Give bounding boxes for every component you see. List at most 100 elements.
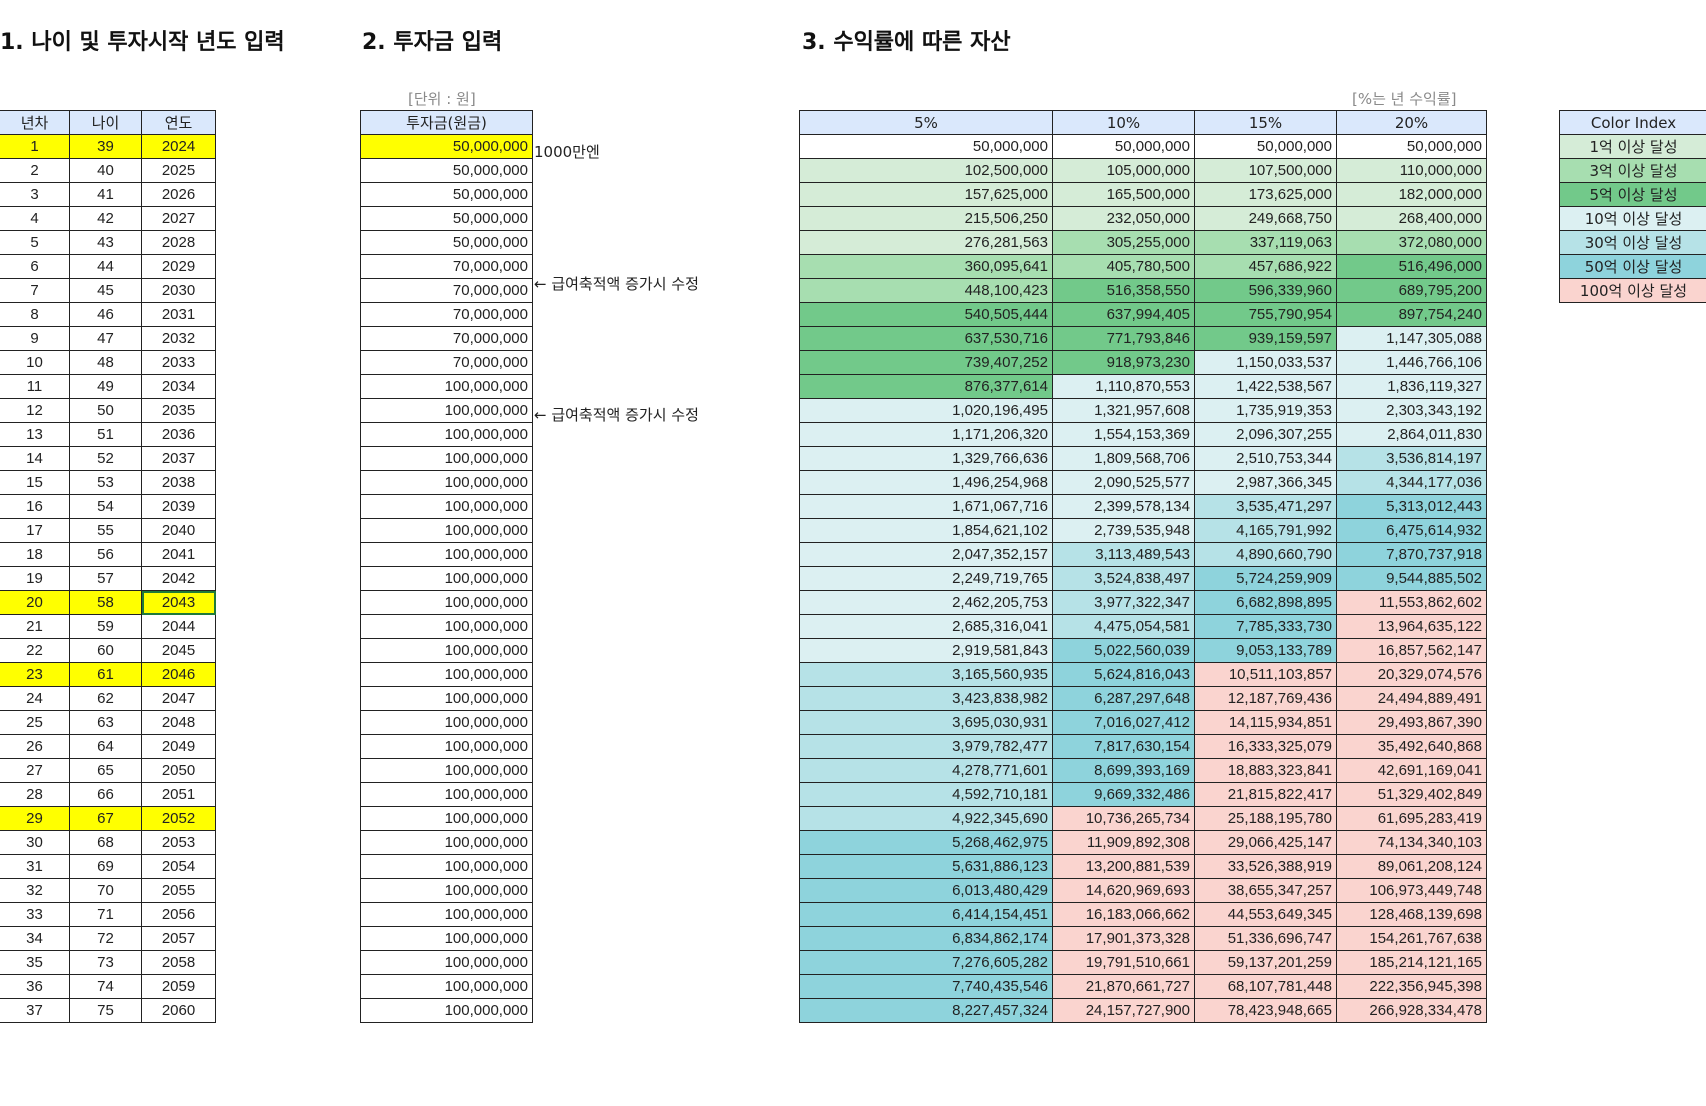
calendar-year-cell[interactable]: 2035	[141, 398, 216, 423]
calendar-year-cell[interactable]: 2041	[141, 542, 216, 567]
age-cell[interactable]: 60	[69, 638, 142, 663]
asset-cell-rate-5[interactable]: 1,171,206,320	[799, 422, 1053, 447]
calendar-year-cell[interactable]: 2057	[141, 926, 216, 951]
asset-cell-rate-20[interactable]: 5,313,012,443	[1336, 494, 1487, 519]
asset-cell-rate-15[interactable]: 1,150,033,537	[1194, 350, 1337, 375]
year-index-cell[interactable]: 22	[0, 638, 70, 663]
year-index-cell[interactable]: 26	[0, 734, 70, 759]
principal-cell[interactable]: 100,000,000	[360, 974, 533, 999]
asset-cell-rate-5[interactable]: 2,249,719,765	[799, 566, 1053, 591]
year-index-cell[interactable]: 36	[0, 974, 70, 999]
calendar-year-cell[interactable]: 2054	[141, 854, 216, 879]
calendar-year-cell[interactable]: 2053	[141, 830, 216, 855]
asset-cell-rate-20[interactable]: 74,134,340,103	[1336, 830, 1487, 855]
principal-cell[interactable]: 100,000,000	[360, 878, 533, 903]
calendar-year-cell[interactable]: 2055	[141, 878, 216, 903]
year-index-cell[interactable]: 35	[0, 950, 70, 975]
asset-cell-rate-5[interactable]: 2,047,352,157	[799, 542, 1053, 567]
calendar-year-cell[interactable]: 2047	[141, 686, 216, 711]
age-cell[interactable]: 51	[69, 422, 142, 447]
age-cell[interactable]: 40	[69, 158, 142, 183]
asset-cell-rate-20[interactable]: 372,080,000	[1336, 230, 1487, 255]
principal-cell[interactable]: 100,000,000	[360, 806, 533, 831]
year-index-cell[interactable]: 15	[0, 470, 70, 495]
year-index-cell[interactable]: 21	[0, 614, 70, 639]
header-rate-5[interactable]: 5%	[799, 110, 1053, 135]
asset-cell-rate-20[interactable]: 182,000,000	[1336, 182, 1487, 207]
principal-cell[interactable]: 100,000,000	[360, 374, 533, 399]
asset-cell-rate-5[interactable]: 6,414,154,451	[799, 902, 1053, 927]
principal-cell[interactable]: 100,000,000	[360, 830, 533, 855]
asset-cell-rate-10[interactable]: 3,524,838,497	[1052, 566, 1195, 591]
asset-cell-rate-20[interactable]: 268,400,000	[1336, 206, 1487, 231]
asset-cell-rate-20[interactable]: 1,446,766,106	[1336, 350, 1487, 375]
age-cell[interactable]: 67	[69, 806, 142, 831]
asset-cell-rate-20[interactable]: 61,695,283,419	[1336, 806, 1487, 831]
year-index-cell[interactable]: 27	[0, 758, 70, 783]
asset-cell-rate-10[interactable]: 14,620,969,693	[1052, 878, 1195, 903]
asset-cell-rate-20[interactable]: 6,475,614,932	[1336, 518, 1487, 543]
asset-cell-rate-20[interactable]: 266,928,334,478	[1336, 998, 1487, 1023]
year-index-cell[interactable]: 34	[0, 926, 70, 951]
year-index-cell[interactable]: 16	[0, 494, 70, 519]
asset-cell-rate-20[interactable]: 2,303,343,192	[1336, 398, 1487, 423]
age-cell[interactable]: 61	[69, 662, 142, 687]
age-cell[interactable]: 56	[69, 542, 142, 567]
age-cell[interactable]: 42	[69, 206, 142, 231]
principal-cell[interactable]: 100,000,000	[360, 590, 533, 615]
asset-cell-rate-10[interactable]: 6,287,297,648	[1052, 686, 1195, 711]
header-rate-20[interactable]: 20%	[1336, 110, 1487, 135]
principal-cell[interactable]: 100,000,000	[360, 926, 533, 951]
asset-cell-rate-20[interactable]: 154,261,767,638	[1336, 926, 1487, 951]
age-cell[interactable]: 71	[69, 902, 142, 927]
year-index-cell[interactable]: 29	[0, 806, 70, 831]
asset-cell-rate-15[interactable]: 38,655,347,257	[1194, 878, 1337, 903]
year-index-cell[interactable]: 1	[0, 134, 70, 159]
age-cell[interactable]: 73	[69, 950, 142, 975]
age-cell[interactable]: 65	[69, 758, 142, 783]
age-cell[interactable]: 48	[69, 350, 142, 375]
asset-cell-rate-10[interactable]: 8,699,393,169	[1052, 758, 1195, 783]
age-cell[interactable]: 39	[69, 134, 142, 159]
asset-cell-rate-15[interactable]: 6,682,898,895	[1194, 590, 1337, 615]
asset-cell-rate-5[interactable]: 448,100,423	[799, 278, 1053, 303]
calendar-year-cell[interactable]: 2037	[141, 446, 216, 471]
calendar-year-cell[interactable]: 2033	[141, 350, 216, 375]
asset-cell-rate-20[interactable]: 128,468,139,698	[1336, 902, 1487, 927]
age-cell[interactable]: 44	[69, 254, 142, 279]
year-index-cell[interactable]: 30	[0, 830, 70, 855]
asset-cell-rate-5[interactable]: 276,281,563	[799, 230, 1053, 255]
asset-cell-rate-20[interactable]: 4,344,177,036	[1336, 470, 1487, 495]
legend-item[interactable]: 10억 이상 달성	[1559, 206, 1706, 231]
principal-cell[interactable]: 50,000,000	[360, 230, 533, 255]
calendar-year-cell[interactable]: 2025	[141, 158, 216, 183]
asset-cell-rate-10[interactable]: 3,977,322,347	[1052, 590, 1195, 615]
asset-cell-rate-20[interactable]: 35,492,640,868	[1336, 734, 1487, 759]
asset-cell-rate-10[interactable]: 7,016,027,412	[1052, 710, 1195, 735]
asset-cell-rate-20[interactable]: 24,494,889,491	[1336, 686, 1487, 711]
age-cell[interactable]: 72	[69, 926, 142, 951]
asset-cell-rate-5[interactable]: 739,407,252	[799, 350, 1053, 375]
asset-cell-rate-10[interactable]: 1,554,153,369	[1052, 422, 1195, 447]
asset-cell-rate-5[interactable]: 5,631,886,123	[799, 854, 1053, 879]
asset-cell-rate-15[interactable]: 755,790,954	[1194, 302, 1337, 327]
principal-cell[interactable]: 100,000,000	[360, 734, 533, 759]
asset-cell-rate-20[interactable]: 185,214,121,165	[1336, 950, 1487, 975]
calendar-year-cell[interactable]: 2051	[141, 782, 216, 807]
calendar-year-cell[interactable]: 2045	[141, 638, 216, 663]
calendar-year-cell[interactable]: 2052	[141, 806, 216, 831]
asset-cell-rate-10[interactable]: 516,358,550	[1052, 278, 1195, 303]
asset-cell-rate-20[interactable]: 689,795,200	[1336, 278, 1487, 303]
asset-cell-rate-5[interactable]: 5,268,462,975	[799, 830, 1053, 855]
legend-item[interactable]: 30억 이상 달성	[1559, 230, 1706, 255]
asset-cell-rate-5[interactable]: 1,854,621,102	[799, 518, 1053, 543]
header-year-index[interactable]: 년차	[0, 110, 70, 135]
legend-item[interactable]: 50억 이상 달성	[1559, 254, 1706, 279]
age-cell[interactable]: 43	[69, 230, 142, 255]
year-index-cell[interactable]: 25	[0, 710, 70, 735]
asset-cell-rate-5[interactable]: 6,013,480,429	[799, 878, 1053, 903]
year-index-cell[interactable]: 5	[0, 230, 70, 255]
asset-cell-rate-20[interactable]: 106,973,449,748	[1336, 878, 1487, 903]
principal-cell[interactable]: 100,000,000	[360, 950, 533, 975]
age-cell[interactable]: 62	[69, 686, 142, 711]
